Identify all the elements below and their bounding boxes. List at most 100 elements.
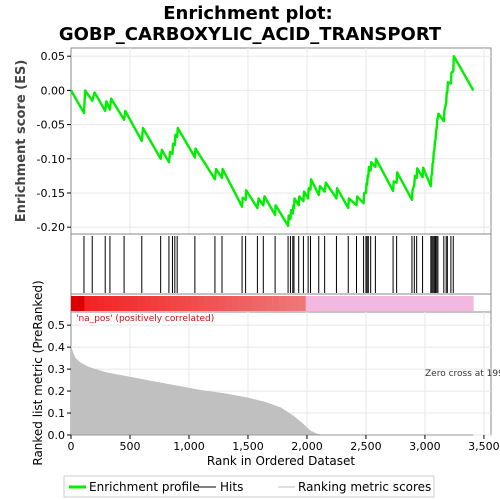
rank-y-tick-label: 0.1: [48, 407, 66, 420]
heat-bar-segment: [158, 296, 166, 311]
chart-title-line2: GOBP_CARBOXYLIC_ACID_TRANSPORT: [59, 24, 442, 45]
rank-metric-area-group: [71, 344, 474, 436]
heat-bar-segment: [399, 296, 407, 311]
heat-bar-segment: [392, 296, 400, 311]
heat-bar-segment: [258, 296, 266, 311]
rank-y-axis-label: Ranked list metric (PreRanked): [31, 280, 45, 465]
heat-bar-segment: [117, 296, 125, 311]
rank-y-tick-label: 0.2: [48, 385, 66, 398]
es-panel: 0.05 0.00 -0.05 -0.10 -0.15 -0.20: [37, 47, 492, 235]
heat-bar-segment: [231, 296, 239, 311]
heat-bar-segment: [191, 296, 199, 311]
heat-bar-segment: [305, 296, 313, 311]
es-y-tick-label: -0.20: [37, 221, 65, 234]
heat-bar-segment: [372, 296, 380, 311]
heat-bar-segment: [319, 296, 327, 311]
heat-bar-segment: [97, 296, 105, 311]
heat-bar-segment: [325, 296, 333, 311]
ranking-metric-area: [71, 344, 474, 435]
legend: Enrichment profile Hits Ranking metric s…: [63, 475, 435, 498]
legend-hits-label: Hits: [220, 480, 243, 494]
hit-marks: [83, 236, 454, 293]
heat-bar-segment: [164, 296, 172, 311]
es-gridlines: [71, 48, 491, 234]
x-tick-label: 3,500: [468, 440, 500, 453]
heat-bar-segment: [298, 296, 306, 311]
heat-bar-segment: [332, 296, 340, 311]
heat-bar-segment: [111, 296, 119, 311]
heat-bar-segment: [84, 296, 92, 311]
heat-bar-segment: [312, 296, 320, 311]
es-y-tick-label: 0.05: [41, 50, 66, 63]
heat-bar-segment: [292, 296, 300, 311]
rank-y-tick-label: 0.4: [48, 341, 66, 354]
hits-panel: [70, 233, 492, 295]
heat-bar-segment: [433, 296, 441, 311]
es-y-ticks: 0.05 0.00 -0.05 -0.10 -0.15 -0.20: [37, 50, 71, 234]
es-y-tick-label: -0.05: [37, 119, 65, 132]
heat-bar-segment: [71, 296, 79, 311]
legend-metric-label: Ranking metric scores: [298, 480, 431, 494]
heat-bar-segment: [459, 296, 467, 311]
heat-bar-segment: [198, 296, 206, 311]
chart-title-line1: Enrichment plot:: [163, 3, 333, 24]
heat-bar-segment: [352, 296, 360, 311]
x-axis-ticks: 0 500 1,000 1,500 2,000 2,500 3,000 3,500: [68, 435, 500, 453]
heat-bar-segment: [386, 296, 394, 311]
x-tick-label: 0: [68, 440, 75, 453]
rank-y-tick-label: 0.5: [48, 319, 66, 332]
x-tick-label: 1,500: [232, 440, 264, 453]
rank-y-tick-label: 0.0: [48, 429, 66, 442]
es-panel-frame: [70, 47, 492, 235]
heat-bar-segment: [446, 296, 454, 311]
heat-bar-segment: [426, 296, 434, 311]
heat-bar-segment: [77, 296, 85, 311]
legend-frame: [63, 475, 435, 498]
heat-bar-segment: [252, 296, 260, 311]
heat-bar-segments: [71, 296, 474, 311]
heat-bar-segment: [245, 296, 253, 311]
es-y-tick-label: 0.00: [41, 84, 66, 97]
zero-cross-label: Zero cross at 1990: [425, 369, 500, 379]
rank-y-ticks: 0.0 0.1 0.2 0.3 0.4 0.5: [48, 319, 71, 442]
heat-bar-segment: [366, 296, 374, 311]
x-tick-label: 2,500: [350, 440, 382, 453]
es-y-axis-label: Enrichment score (ES): [14, 60, 29, 223]
x-tick-label: 3,000: [409, 440, 441, 453]
heat-bar-segment: [178, 296, 186, 311]
heat-bar-segment: [171, 296, 179, 311]
heat-bar-segment: [379, 296, 387, 311]
heat-bar-segment: [151, 296, 159, 311]
heat-bar-segment: [439, 296, 447, 311]
rank-y-tick-label: 0.3: [48, 363, 66, 376]
legend-profile-label: Enrichment profile: [89, 480, 200, 494]
heat-bar-segment: [339, 296, 347, 311]
heat-bar-segment: [285, 296, 293, 311]
heat-bar-segment: [124, 296, 132, 311]
heat-bar-segment: [144, 296, 152, 311]
heat-bar-segment: [138, 296, 146, 311]
heat-bar-segment: [406, 296, 414, 311]
heat-bar-segment: [205, 296, 213, 311]
heat-bar-segment: [272, 296, 280, 311]
heat-bar-segment: [91, 296, 99, 311]
es-y-tick-label: -0.15: [37, 187, 65, 200]
heat-bar-segment: [238, 296, 246, 311]
es-profile-group: [69, 55, 475, 227]
heat-bar-segment: [211, 296, 219, 311]
positive-correlation-label: 'na_pos' (positively correlated): [76, 314, 214, 324]
enrichment-profile-line: [69, 55, 475, 227]
heat-bar-segment: [225, 296, 233, 311]
heat-bar-segment: [184, 296, 192, 311]
heat-bar-segment: [104, 296, 112, 311]
x-tick-label: 500: [119, 440, 140, 453]
rank-metric-panel: 0.0 0.1 0.2 0.3 0.4 0.5 'na_pos' (positively …: [48, 311, 500, 442]
es-y-tick-label: -0.10: [37, 153, 65, 166]
x-axis-label: Rank in Ordered Dataset: [207, 454, 355, 468]
heat-bar-segment: [419, 296, 427, 311]
heat-bar-segment: [265, 296, 273, 311]
heat-bar-segment: [412, 296, 420, 311]
heat-bar-segment: [218, 296, 226, 311]
hits-panel-frame: [70, 233, 492, 295]
